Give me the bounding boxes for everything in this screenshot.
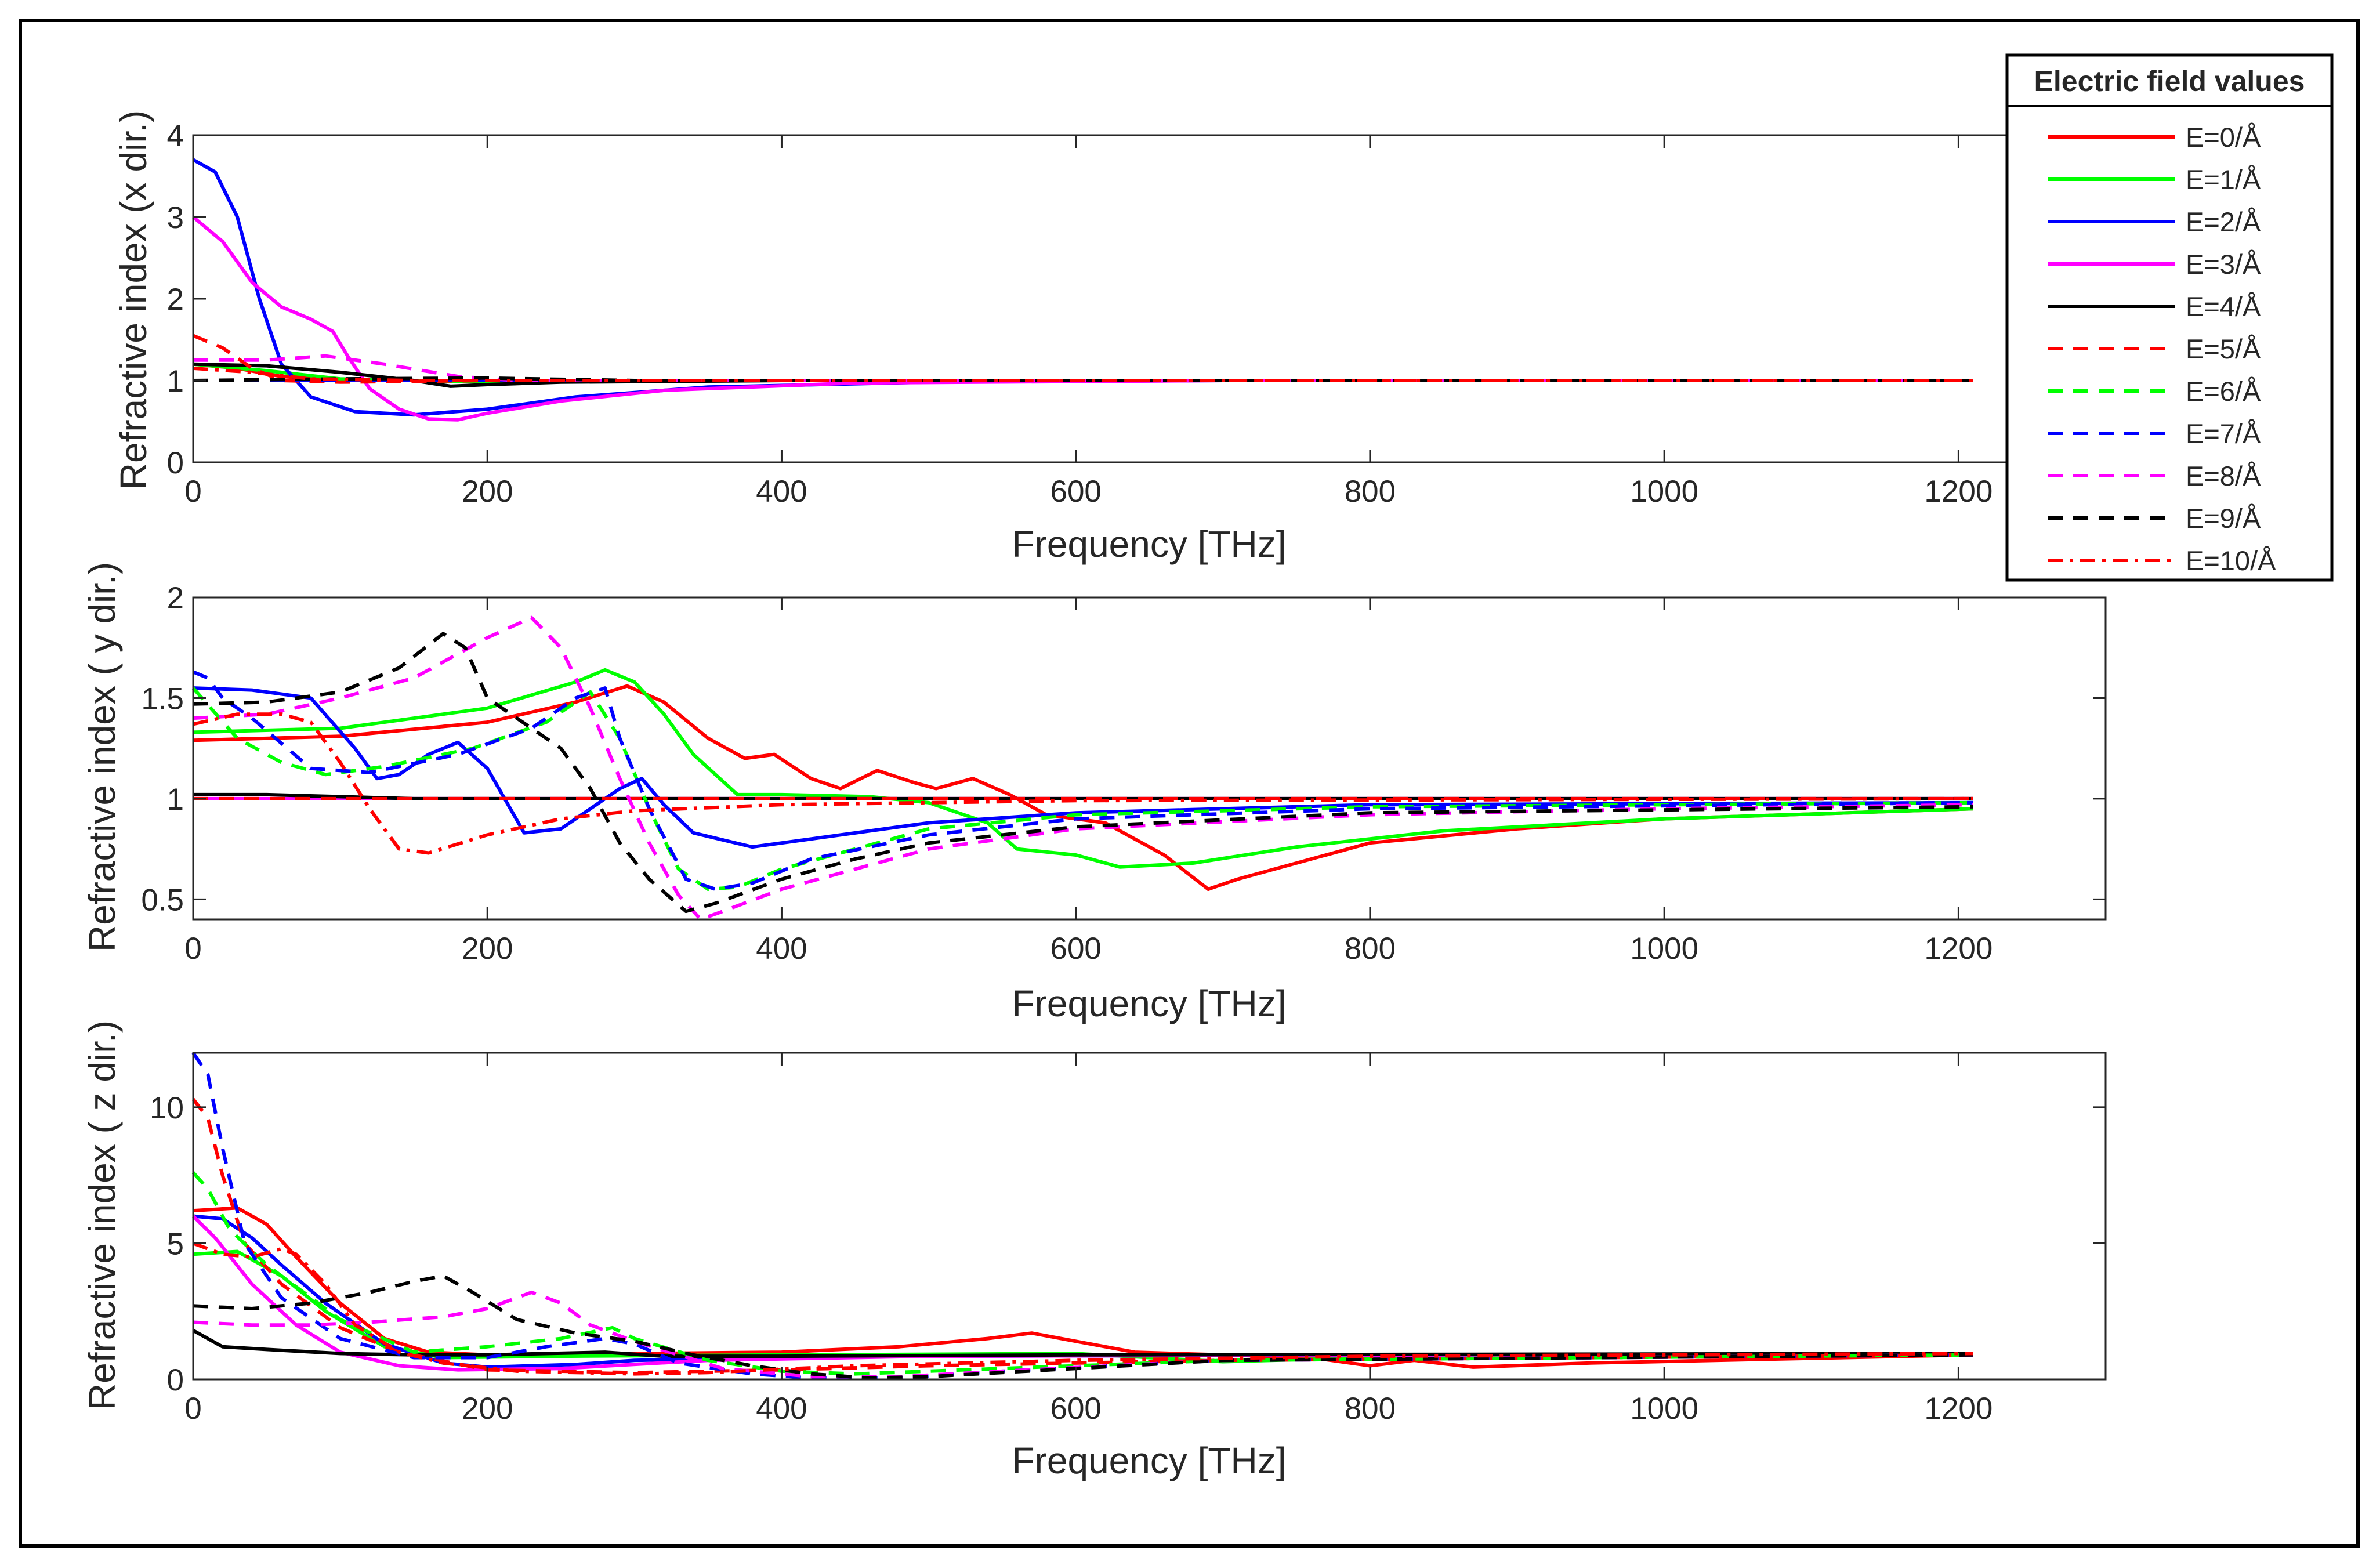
- series-line-e8: [193, 615, 1973, 921]
- y-tick-label: 3: [167, 201, 184, 235]
- x-tick-label: 1000: [1630, 474, 1698, 509]
- series-group: [192, 158, 1973, 422]
- x-tick-label: 1200: [1924, 1392, 1993, 1426]
- y-tick-label: 0: [167, 1363, 184, 1397]
- legend-label-e4: E=4/Å: [2186, 291, 2261, 322]
- legend-box: [2005, 53, 2334, 582]
- x-tick-label: 1200: [1924, 474, 1993, 509]
- y-axis-label: Refractive index ( z dir.): [81, 1020, 123, 1410]
- x-tick-label: 600: [1050, 474, 1101, 509]
- y-tick-label: 1: [167, 782, 184, 817]
- series-line-e4: [192, 1328, 1973, 1358]
- series-line-e9: [193, 1274, 1973, 1380]
- axes-box: [192, 1052, 2107, 1381]
- x-tick-label: 600: [1050, 932, 1101, 966]
- y-tick-label: 10: [150, 1091, 184, 1125]
- legend-label-e5: E=5/Å: [2186, 334, 2261, 364]
- legend-label-e2: E=2/Å: [2186, 207, 2261, 237]
- series-line-e8: [193, 1290, 1973, 1379]
- series-group: [191, 1052, 1973, 1380]
- legend-title: Electric field values: [2034, 65, 2305, 97]
- y-tick-label: 0: [167, 446, 184, 480]
- y-tick-label: 4: [167, 119, 184, 153]
- x-tick-labels: 0 200 400 600 800 1000 1200: [184, 1392, 1993, 1426]
- legend-label-e10: E=10/Å: [2186, 545, 2276, 576]
- series-line-e9: [193, 632, 1973, 914]
- figure-border: [19, 19, 2360, 1548]
- y-tick-label: 2: [167, 581, 184, 615]
- series-line-e10: [192, 1241, 1973, 1376]
- series-line-e3: [192, 215, 1973, 422]
- legend: Electric field values E=0/Å E=1/Å E=2/Å E=3…: [2005, 53, 2334, 582]
- y-tick-label: 0.5: [141, 883, 184, 917]
- legend-label-e1: E=1/Å: [2186, 164, 2261, 195]
- legend-label-e0: E=0/Å: [2186, 122, 2261, 153]
- x-tick-labels: 0 200 400 600 800 1000 1200: [184, 932, 1993, 966]
- x-tick-label: 0: [184, 474, 201, 509]
- x-tick-label: 800: [1345, 1392, 1396, 1426]
- y-tick-label: 5: [167, 1227, 184, 1261]
- x-axis-label: Frequency [THz]: [1012, 983, 1286, 1024]
- y-tick-label: 1: [167, 364, 184, 399]
- x-tick-labels: 0 200 400 600 800 1000 1200: [184, 474, 1993, 509]
- y-tick-labels: 0 1 2 3 4: [167, 119, 184, 480]
- x-tick-label: 0: [184, 932, 201, 966]
- x-axis-label: Frequency [THz]: [1012, 523, 1286, 565]
- legend-label-e9: E=9/Å: [2186, 503, 2261, 534]
- subplot-y: 0 200 400 600 800 1000 1200 0.5 1 1.5 2 Frequency…: [81, 562, 2107, 1024]
- series-line-e1: [193, 668, 1973, 869]
- series-line-e8: [193, 354, 1973, 382]
- series-line-e0: [193, 684, 1973, 891]
- y-tick-label: 1.5: [141, 682, 184, 716]
- y-tick-labels: 0.5 1 1.5 2: [141, 581, 184, 917]
- x-tick-label: 800: [1345, 474, 1396, 509]
- x-tick-label: 200: [462, 1392, 513, 1426]
- y-axis-label: Refractive index (x dir.): [113, 110, 154, 490]
- x-tick-label: 400: [756, 474, 807, 509]
- series-line-e3: [191, 1215, 1973, 1372]
- series-group: [191, 615, 1973, 921]
- series-line-e10: [193, 366, 1973, 382]
- x-axis-label: Frequency [THz]: [1012, 1440, 1286, 1481]
- subplot-z: 0 200 400 600 800 1000 1200 0 5 10 Frequency [TH…: [81, 1020, 2107, 1481]
- series-line-e5: [192, 334, 1973, 384]
- axes-box: [192, 596, 2107, 921]
- x-tick-label: 600: [1050, 1392, 1101, 1426]
- x-tick-label: 1200: [1924, 932, 1993, 966]
- y-axis-label: Refractive index ( y dir.): [81, 562, 123, 952]
- legend-label-e6: E=6/Å: [2186, 376, 2261, 407]
- x-tick-label: 200: [462, 474, 513, 509]
- legend-label-e3: E=3/Å: [2186, 249, 2261, 280]
- x-tick-label: 200: [462, 932, 513, 966]
- x-tick-label: 400: [756, 932, 807, 966]
- y-tick-labels: 0 5 10: [150, 1091, 184, 1397]
- legend-entries: E=0/Å E=1/Å E=2/Å E=3/Å E=4/Å E=5/Å E=6/Å E=7/Å…: [2048, 122, 2276, 576]
- series-line-e7: [192, 670, 1973, 891]
- subplot-x: 0 200 400 600 800 1000 1200 0 1 2 3 4 Frequency [T…: [113, 110, 2107, 565]
- x-tick-label: 800: [1345, 932, 1396, 966]
- x-tick-label: 0: [184, 1392, 201, 1426]
- x-tick-label: 1000: [1630, 932, 1698, 966]
- legend-label-e8: E=8/Å: [2186, 461, 2261, 491]
- y-tick-label: 2: [167, 282, 184, 317]
- x-tick-label: 1000: [1630, 1392, 1698, 1426]
- series-line-e9: [193, 376, 1973, 382]
- series-line-e0: [193, 1206, 1973, 1369]
- x-tick-label: 400: [756, 1392, 807, 1426]
- legend-label-e7: E=7/Å: [2186, 418, 2261, 449]
